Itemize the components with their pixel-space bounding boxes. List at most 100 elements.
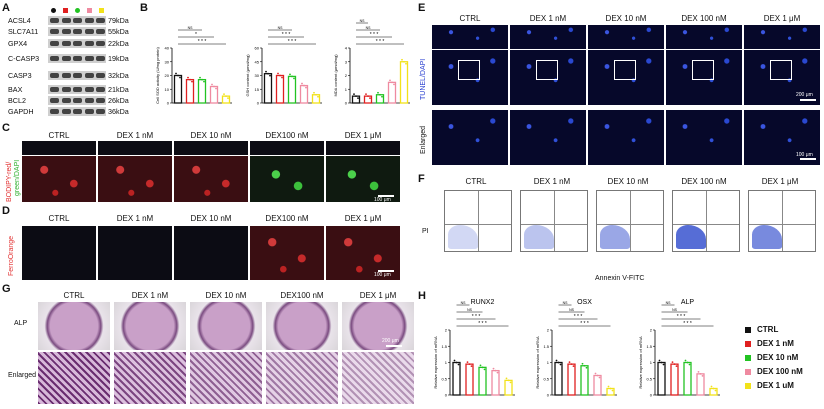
y-tick-label: 1.5 <box>646 344 652 349</box>
sig-label: * * * <box>198 39 207 45</box>
y-tick-label: 20 <box>165 73 170 78</box>
scale-bar-label: 100 μm <box>374 272 391 278</box>
legend-item: DEX 1 nM <box>745 339 794 348</box>
wb-protein-label: ACSL4 <box>8 16 31 25</box>
data-point <box>483 368 486 371</box>
zoom-box <box>458 60 480 80</box>
legend-label: CTRL <box>757 325 779 334</box>
wb-band <box>50 109 59 114</box>
micrograph-strip <box>174 141 248 155</box>
column-header: DEX 1 nM <box>131 291 169 300</box>
y-tick-label: 0.5 <box>543 376 549 381</box>
legend-item: CTRL <box>745 325 778 334</box>
legend-swatch <box>745 340 751 347</box>
micrograph-strip <box>22 141 96 155</box>
micrograph <box>174 156 248 202</box>
data-point <box>684 359 687 362</box>
panel-letter-g: G <box>2 283 11 295</box>
bar <box>606 387 615 396</box>
sig-label: * * * <box>282 32 291 38</box>
scale-bar <box>800 99 816 101</box>
bar <box>275 74 285 104</box>
data-point <box>607 385 610 388</box>
data-point <box>317 95 319 98</box>
y-tick-label: 3 <box>345 59 348 64</box>
panel-letter-e: E <box>418 2 426 14</box>
panel-c-ylabel-a: BODIPY-red/ <box>6 161 13 202</box>
sig-label: NS <box>366 26 372 30</box>
legend-swatch <box>745 326 751 333</box>
y-tick-label: 1 <box>547 360 550 365</box>
quadrant-v <box>630 191 631 251</box>
column-header: DEX100 nM <box>265 131 309 140</box>
column-header: DEX 1 nM <box>116 214 154 223</box>
column-header: CTRL <box>465 177 487 186</box>
data-point <box>265 70 267 73</box>
bar <box>387 81 397 104</box>
data-point <box>269 74 271 77</box>
column-header: DEX 10 nM <box>190 131 232 140</box>
column-header: CTRL <box>459 14 481 23</box>
y-tick-label: 0 <box>257 101 260 106</box>
data-point <box>581 362 584 365</box>
sig-label: NS <box>569 308 575 312</box>
cell-cloud <box>524 225 554 249</box>
y-tick-label: 0.5 <box>646 376 652 381</box>
data-point <box>470 365 473 368</box>
y-tick-label: 60 <box>255 46 260 51</box>
alp-enlarged-image <box>190 352 262 404</box>
cell-cloud <box>752 225 782 249</box>
wb-band <box>84 56 94 61</box>
data-point <box>377 91 379 94</box>
scale-bar <box>386 345 402 347</box>
data-point <box>293 77 295 80</box>
wb-band <box>73 41 82 46</box>
data-point <box>479 364 482 367</box>
data-point <box>223 93 225 96</box>
wb-band <box>84 73 94 78</box>
data-point <box>289 73 291 76</box>
column-header: DEX 10 nM <box>190 214 232 223</box>
data-point <box>673 363 676 366</box>
y-tick-label: 0 <box>547 393 550 398</box>
micrograph-strip <box>432 25 508 49</box>
bar <box>709 387 718 396</box>
data-point <box>466 361 469 364</box>
enlarged-micrograph <box>432 110 508 165</box>
data-point <box>557 361 560 364</box>
wb-protein-label: BCL2 <box>8 96 26 105</box>
micrograph <box>744 50 820 105</box>
legend-label: DEX 1 nM <box>757 339 794 348</box>
bar <box>221 95 231 104</box>
legend-label: DEX 10 nM <box>757 353 799 362</box>
data-point <box>379 93 381 96</box>
data-point <box>457 363 460 366</box>
data-point <box>688 363 691 366</box>
column-header: DEX100 nM <box>265 214 309 223</box>
bar <box>197 78 207 104</box>
data-point <box>710 385 713 388</box>
column-header: DEX 100 nM <box>681 177 727 186</box>
alp-enlarged-image <box>38 352 110 404</box>
panel-f-xlabel: Annexin V-FITC <box>595 275 645 282</box>
data-point <box>468 363 471 366</box>
legend-item: DEX 1 uM <box>745 381 794 390</box>
micrograph <box>250 226 324 280</box>
panel-e-enlarged: Enlarged <box>420 125 427 154</box>
wb-protein-label: SLC7A11 <box>8 27 39 36</box>
data-point <box>699 372 702 375</box>
data-point <box>267 72 269 75</box>
legend-swatch <box>745 354 751 361</box>
group-dot-dex100nm <box>87 8 92 13</box>
sig-label: * <box>195 32 197 38</box>
wb-band <box>50 41 59 46</box>
bar <box>263 73 273 104</box>
panel-f-ylabel: PI <box>422 228 429 235</box>
panel-letter-f: F <box>418 173 425 185</box>
wb-band <box>61 56 71 61</box>
wb-band <box>50 29 59 34</box>
sig-label: * * * <box>574 314 583 320</box>
